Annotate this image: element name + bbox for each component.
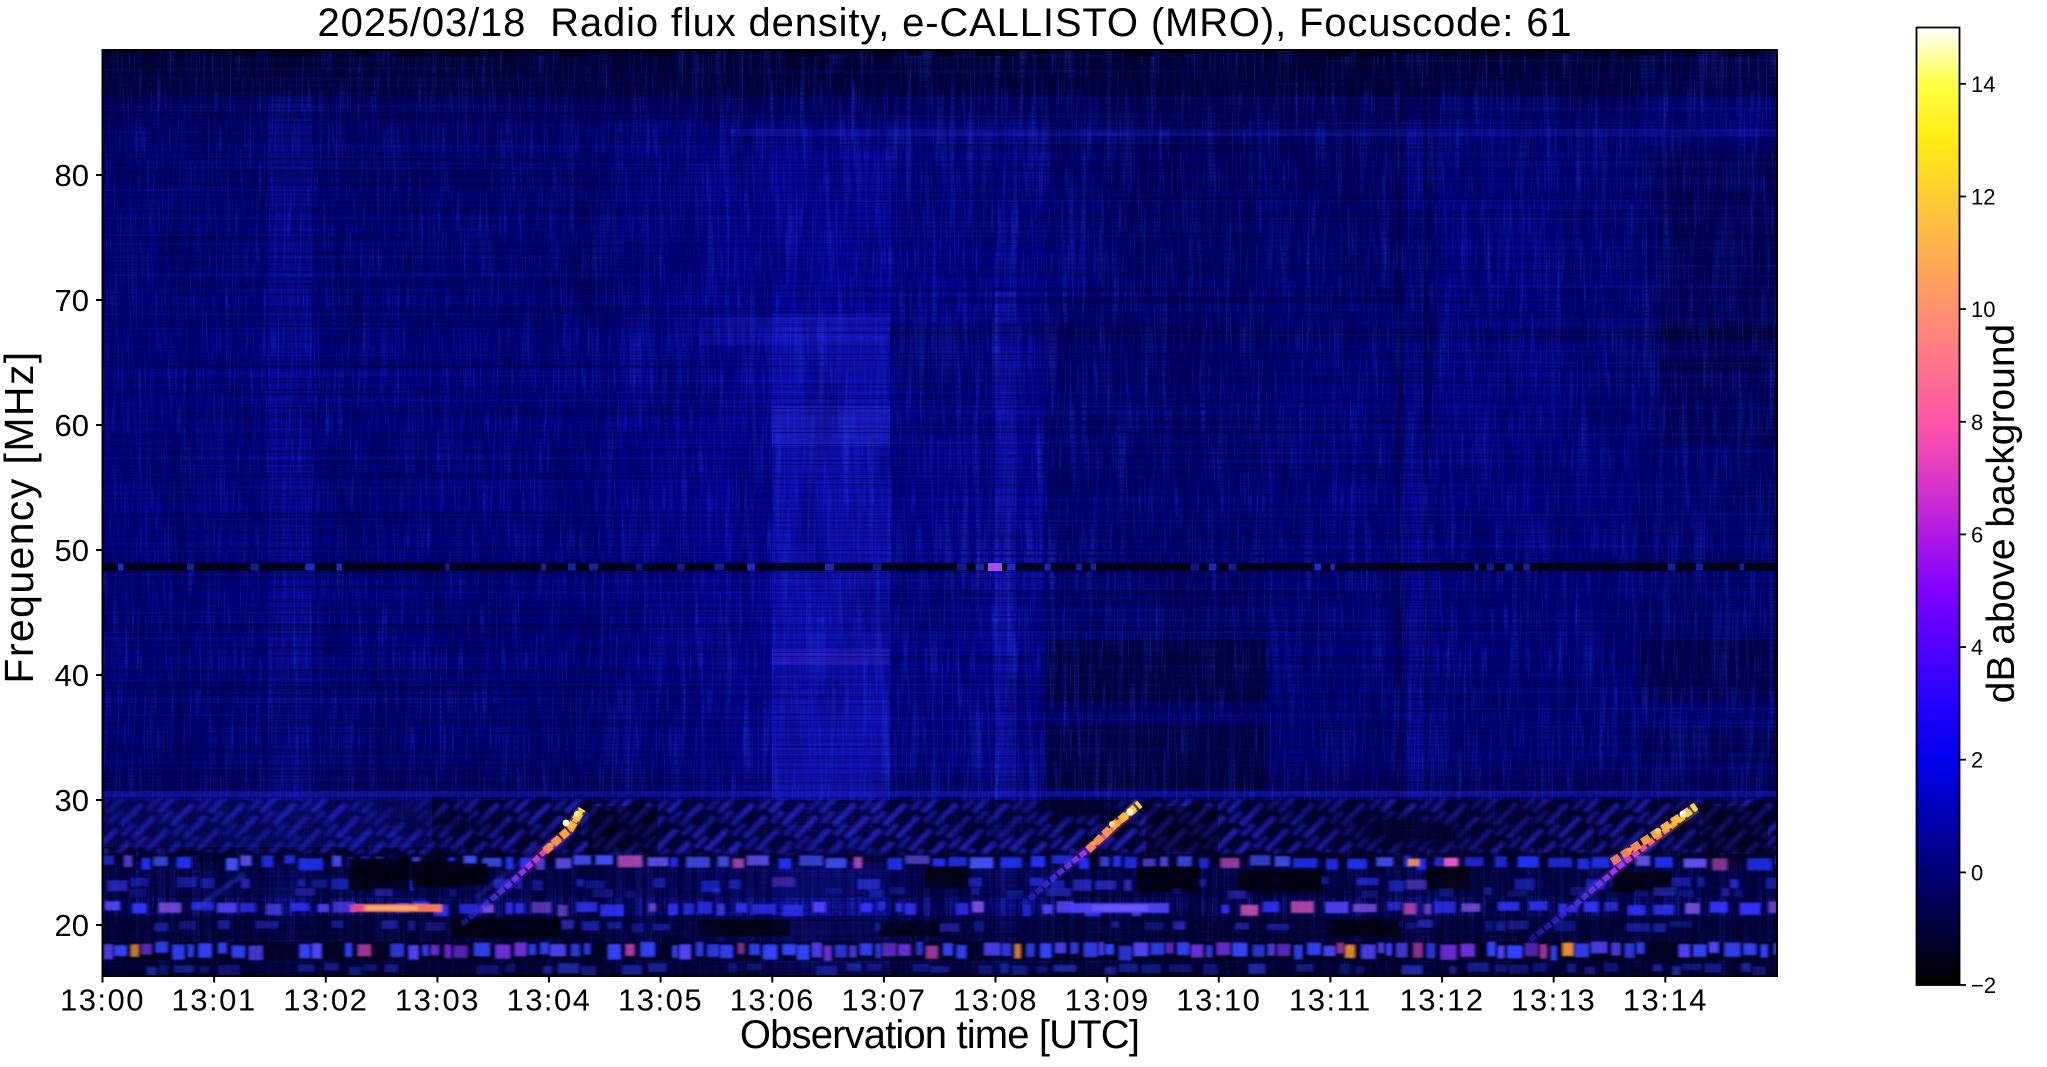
svg-text:13:01: 13:01 (172, 983, 257, 1018)
svg-text:2025/03/18 Radio flux density: 2025/03/18 Radio flux density, e-CALLIST… (318, 1, 1573, 45)
svg-text:13:00: 13:00 (60, 983, 145, 1018)
svg-text:13:06: 13:06 (730, 983, 815, 1018)
svg-text:6: 6 (1971, 522, 1983, 547)
svg-text:8: 8 (1971, 410, 1983, 435)
svg-text:13:08: 13:08 (953, 983, 1038, 1018)
svg-text:13:04: 13:04 (506, 983, 591, 1018)
svg-text:60: 60 (55, 408, 89, 443)
svg-text:80: 80 (55, 158, 89, 193)
svg-text:50: 50 (55, 533, 89, 568)
svg-text:40: 40 (55, 658, 89, 693)
svg-text:13:12: 13:12 (1400, 983, 1485, 1018)
svg-text:14: 14 (1971, 72, 1995, 97)
svg-text:13:07: 13:07 (841, 983, 926, 1018)
svg-text:13:03: 13:03 (395, 983, 480, 1018)
svg-text:dB above background: dB above background (1980, 324, 2023, 703)
svg-text:13:09: 13:09 (1065, 983, 1150, 1018)
svg-text:10: 10 (1971, 297, 1995, 322)
svg-text:−2: −2 (1971, 973, 1996, 998)
svg-text:12: 12 (1971, 185, 1995, 210)
svg-text:13:10: 13:10 (1176, 983, 1261, 1018)
svg-text:4: 4 (1971, 635, 1983, 660)
svg-text:Frequency [MHz]: Frequency [MHz] (0, 350, 42, 683)
svg-text:70: 70 (55, 283, 89, 318)
svg-text:13:14: 13:14 (1623, 983, 1708, 1018)
svg-text:30: 30 (55, 783, 89, 818)
svg-text:13:13: 13:13 (1511, 983, 1596, 1018)
svg-text:20: 20 (55, 908, 89, 943)
svg-text:0: 0 (1971, 860, 1983, 885)
svg-text:13:11: 13:11 (1289, 983, 1372, 1018)
svg-text:13:02: 13:02 (283, 983, 368, 1018)
svg-text:Observation time [UTC]: Observation time [UTC] (740, 1013, 1139, 1057)
svg-text:2: 2 (1971, 748, 1983, 773)
svg-text:13:05: 13:05 (618, 983, 703, 1018)
